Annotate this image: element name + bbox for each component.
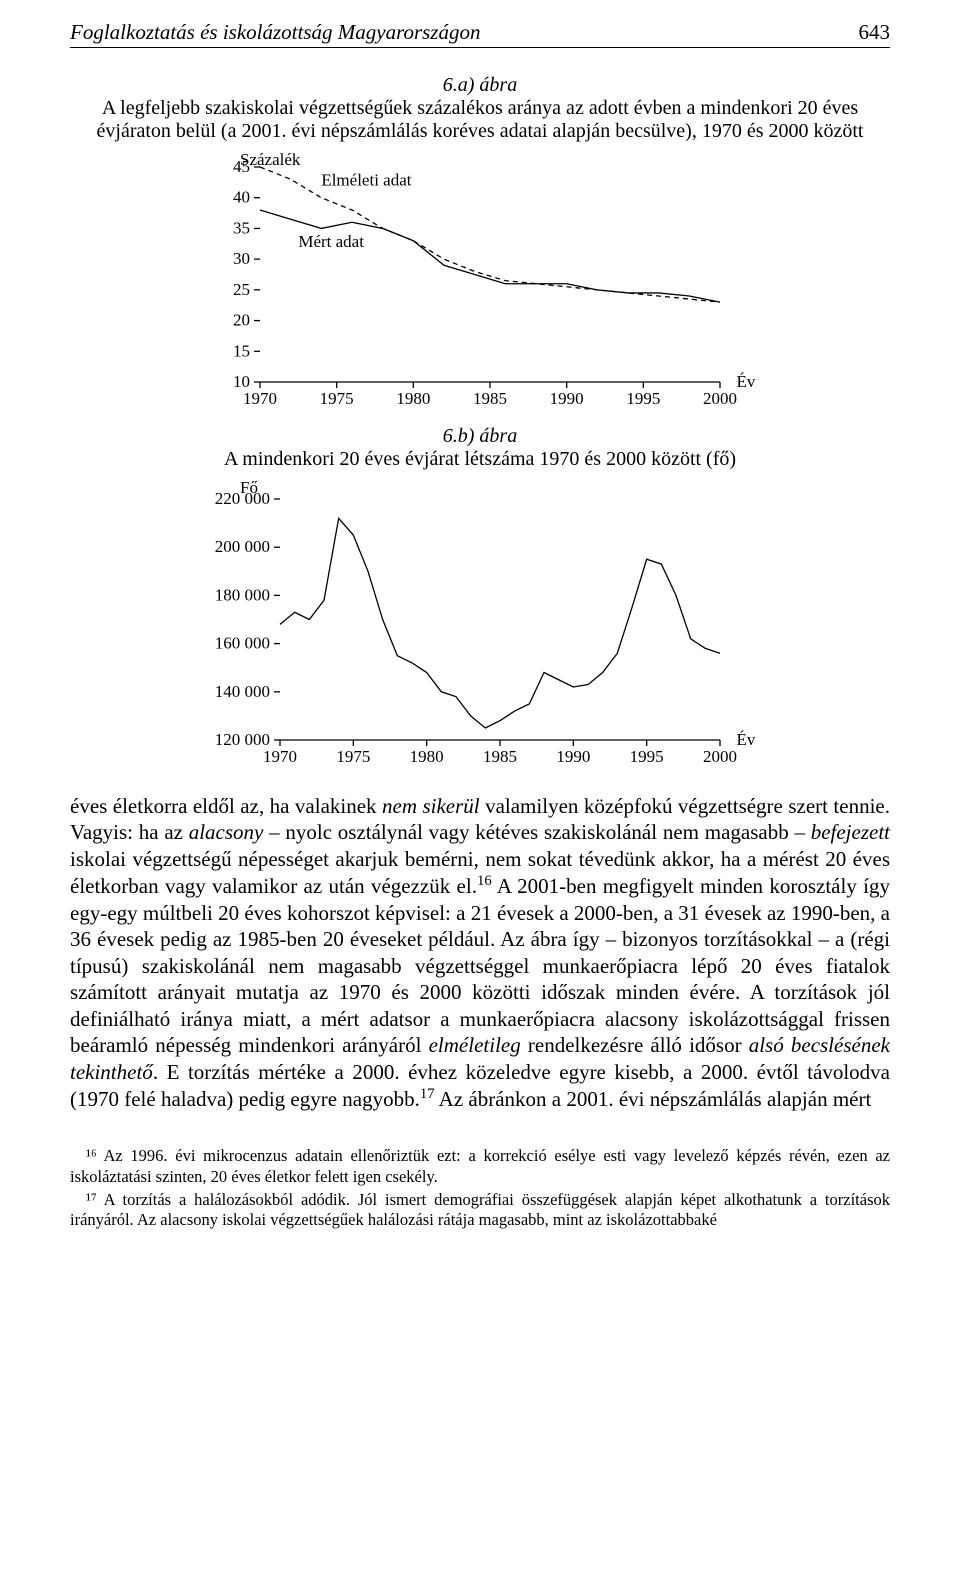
svg-text:Mért adat: Mért adat — [298, 232, 364, 251]
svg-text:Elméleti adat: Elméleti adat — [321, 170, 411, 189]
svg-text:1980: 1980 — [396, 389, 430, 408]
svg-text:40: 40 — [233, 188, 250, 207]
svg-text:35: 35 — [233, 218, 250, 237]
svg-text:1975: 1975 — [336, 747, 370, 766]
svg-text:Százalék: Százalék — [240, 150, 301, 169]
svg-text:20: 20 — [233, 311, 250, 330]
fig-b-number: 6.b) ábra — [443, 425, 517, 447]
svg-text:1975: 1975 — [320, 389, 354, 408]
svg-text:30: 30 — [233, 249, 250, 268]
footnote-16: ¹⁶ Az 1996. évi mikrocenzus adatain elle… — [70, 1146, 890, 1187]
svg-text:2000: 2000 — [703, 747, 737, 766]
svg-text:180 000: 180 000 — [215, 585, 270, 604]
fig-b-caption: 6.b) ábra A mindenkori 20 éves évjárat l… — [70, 425, 890, 471]
svg-text:Év: Év — [737, 730, 756, 749]
svg-text:160 000: 160 000 — [215, 634, 270, 653]
svg-text:Év: Év — [737, 372, 756, 391]
svg-text:140 000: 140 000 — [215, 682, 270, 701]
svg-text:Fő: Fő — [240, 478, 258, 497]
svg-text:1980: 1980 — [410, 747, 444, 766]
footnotes: ¹⁶ Az 1996. évi mikrocenzus adatain elle… — [70, 1146, 890, 1231]
footnote-17: ¹⁷ A torzítás a halálozásokból adódik. J… — [70, 1190, 890, 1231]
svg-text:1995: 1995 — [626, 389, 660, 408]
fig-a-number: 6.a) ábra — [443, 74, 517, 96]
svg-text:120 000: 120 000 — [215, 730, 270, 749]
svg-text:25: 25 — [233, 280, 250, 299]
body-paragraph: éves életkorra eldől az, ha valakinek ne… — [70, 793, 890, 1112]
chart-b: 120 000140 000160 000180 000200 000220 0… — [190, 475, 770, 775]
svg-text:200 000: 200 000 — [215, 537, 270, 556]
fig-b-text: A mindenkori 20 éves évjárat létszáma 19… — [224, 448, 736, 470]
page-number: 643 — [859, 20, 891, 45]
fig-a-caption: 6.a) ábra A legfeljebb szakiskolai végze… — [70, 74, 890, 143]
running-head-title: Foglalkoztatás és iskolázottság Magyaror… — [70, 20, 480, 45]
svg-text:15: 15 — [233, 341, 250, 360]
chart-a: 1015202530354045197019751980198519901995… — [190, 147, 770, 417]
svg-text:1990: 1990 — [556, 747, 590, 766]
svg-text:1970: 1970 — [263, 747, 297, 766]
svg-text:1970: 1970 — [243, 389, 277, 408]
svg-text:2000: 2000 — [703, 389, 737, 408]
svg-text:1990: 1990 — [550, 389, 584, 408]
fig-a-text: A legfeljebb szakiskolai végzettségűek s… — [97, 97, 864, 142]
svg-text:1995: 1995 — [630, 747, 664, 766]
svg-text:1985: 1985 — [473, 389, 507, 408]
svg-text:1985: 1985 — [483, 747, 517, 766]
